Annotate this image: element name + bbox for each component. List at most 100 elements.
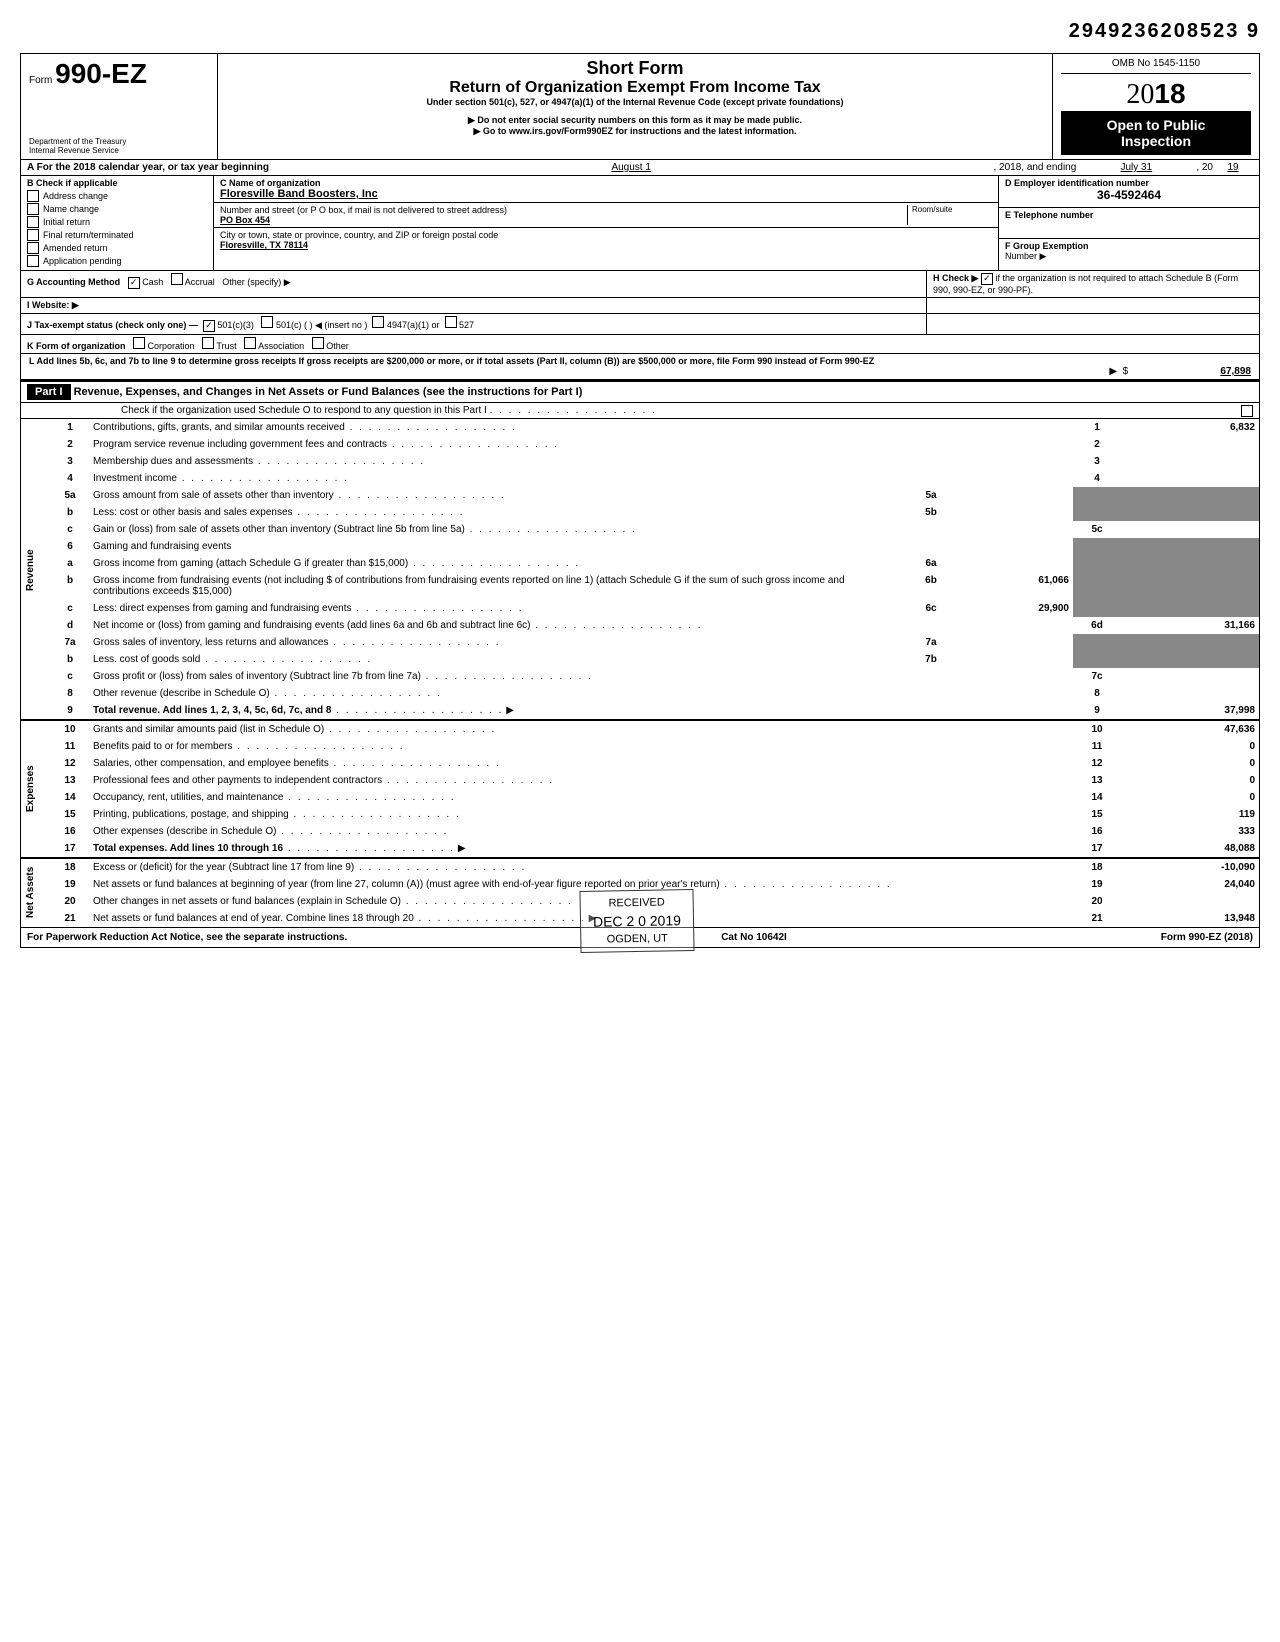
row-a-end-year-label: , 20 bbox=[1196, 162, 1213, 173]
line-6d-value[interactable]: 31,166 bbox=[1121, 617, 1259, 634]
line-21-value[interactable]: 13,948 bbox=[1121, 910, 1259, 927]
row-a-tax-year: A For the 2018 calendar year, or tax yea… bbox=[21, 160, 1259, 176]
line-17-value[interactable]: 48,088 bbox=[1121, 840, 1259, 858]
line-5c-value[interactable] bbox=[1121, 521, 1259, 538]
cb-527[interactable] bbox=[445, 316, 457, 328]
line-4-value[interactable] bbox=[1121, 470, 1259, 487]
line-7b-subval[interactable] bbox=[955, 651, 1073, 668]
cb-accrual[interactable] bbox=[171, 273, 183, 285]
org-name-input[interactable]: Floresville Band Boosters, Inc bbox=[220, 188, 992, 200]
line-21-num: 21 bbox=[51, 910, 89, 927]
cb-label-amended: Amended return bbox=[43, 243, 108, 253]
short-form-title: Short Form bbox=[226, 58, 1044, 79]
row-k: K Form of organization Corporation Trust… bbox=[21, 335, 1259, 354]
line-4-num: 4 bbox=[51, 470, 89, 487]
row-j: J Tax-exempt status (check only one) — ✓… bbox=[21, 314, 1259, 335]
line-6a-subval[interactable] bbox=[955, 555, 1073, 572]
line-18-value[interactable]: -10,090 bbox=[1121, 858, 1259, 876]
form-header: Form 990-EZ Department of the Treasury I… bbox=[21, 54, 1259, 160]
footer-right: Form 990-EZ (2018) bbox=[1161, 932, 1253, 943]
line-5b-subval[interactable] bbox=[955, 504, 1073, 521]
line-9-value[interactable]: 37,998 bbox=[1121, 702, 1259, 720]
line-13-value[interactable]: 0 bbox=[1121, 772, 1259, 789]
line-7a-desc: Gross sales of inventory, less returns a… bbox=[93, 637, 328, 648]
line-7a-subval[interactable] bbox=[955, 634, 1073, 651]
line-2-value[interactable] bbox=[1121, 436, 1259, 453]
line-14-value[interactable]: 0 bbox=[1121, 789, 1259, 806]
line-11-desc: Benefits paid to or for members bbox=[93, 741, 233, 752]
line-6b-subval[interactable]: 61,066 bbox=[955, 572, 1073, 600]
cb-application-pending[interactable] bbox=[27, 255, 39, 267]
line-12-value[interactable]: 0 bbox=[1121, 755, 1259, 772]
part-1-header: Part I Revenue, Expenses, and Changes in… bbox=[21, 380, 1259, 403]
cb-cash[interactable]: ✓ bbox=[128, 277, 140, 289]
line-12-desc: Salaries, other compensation, and employ… bbox=[93, 758, 329, 769]
cb-trust[interactable] bbox=[202, 337, 214, 349]
cb-schedule-b[interactable]: ✓ bbox=[981, 273, 993, 285]
cb-corporation[interactable] bbox=[133, 337, 145, 349]
dept-irs: Internal Revenue Service bbox=[29, 146, 209, 155]
line-5b-desc: Less: cost or other basis and sales expe… bbox=[93, 507, 293, 518]
l-arrow bbox=[1109, 366, 1117, 377]
line-6c-subval[interactable]: 29,900 bbox=[955, 600, 1073, 617]
cb-4947[interactable] bbox=[372, 316, 384, 328]
line-7c-num: c bbox=[51, 668, 89, 685]
row-a-begin[interactable]: August 1 bbox=[269, 162, 994, 173]
line-8-desc: Other revenue (describe in Schedule O) bbox=[93, 688, 270, 699]
line-16-desc: Other expenses (describe in Schedule O) bbox=[93, 826, 276, 837]
part-1-check-row: Check if the organization used Schedule … bbox=[21, 403, 1259, 419]
return-title: Return of Organization Exempt From Incom… bbox=[226, 79, 1044, 97]
line-8-value[interactable] bbox=[1121, 685, 1259, 702]
form-label: Form bbox=[29, 75, 52, 86]
line-10-value[interactable]: 47,636 bbox=[1121, 720, 1259, 738]
line-19-value[interactable]: 24,040 bbox=[1121, 876, 1259, 893]
cb-501c[interactable] bbox=[261, 316, 273, 328]
line-3-value[interactable] bbox=[1121, 453, 1259, 470]
row-a-end-year[interactable]: 19 bbox=[1213, 162, 1253, 173]
cb-501c3[interactable]: ✓ bbox=[203, 320, 215, 332]
line-21-desc: Net assets or fund balances at end of ye… bbox=[93, 913, 414, 924]
cb-final-return[interactable] bbox=[27, 229, 39, 241]
line-7a-sub: 7a bbox=[907, 634, 955, 651]
k-other-label: Other bbox=[326, 341, 349, 351]
f-label2: Number ▶ bbox=[1005, 251, 1253, 262]
row-i: I Website: ▶ bbox=[21, 298, 1259, 314]
line-13-mainnum: 13 bbox=[1073, 772, 1121, 789]
line-1-value[interactable]: 6,832 bbox=[1121, 419, 1259, 436]
cb-schedule-o[interactable] bbox=[1241, 405, 1253, 417]
line-6b-shaded-val bbox=[1121, 572, 1259, 600]
expenses-side-label: Expenses bbox=[21, 720, 51, 858]
goto-link: ▶ Go to www.irs.gov/Form990EZ for instru… bbox=[226, 126, 1044, 137]
line-5b-shaded-val bbox=[1121, 504, 1259, 521]
line-5a-subval[interactable] bbox=[955, 487, 1073, 504]
cb-other-org[interactable] bbox=[312, 337, 324, 349]
row-a-end-month[interactable]: July 31 bbox=[1076, 162, 1196, 173]
l-value[interactable]: 67,898 bbox=[1131, 366, 1251, 377]
c-label: C Name of organization bbox=[220, 178, 992, 188]
line-11-value[interactable]: 0 bbox=[1121, 738, 1259, 755]
line-7c-value[interactable] bbox=[1121, 668, 1259, 685]
line-2-mainnum: 2 bbox=[1073, 436, 1121, 453]
cb-initial-return[interactable] bbox=[27, 216, 39, 228]
line-14-desc: Occupancy, rent, utilities, and maintena… bbox=[93, 792, 283, 803]
cb-address-change[interactable] bbox=[27, 190, 39, 202]
form-number: 990-EZ bbox=[55, 58, 147, 89]
line-20-value[interactable] bbox=[1121, 893, 1259, 910]
cb-name-change[interactable] bbox=[27, 203, 39, 215]
line-10-desc: Grants and similar amounts paid (list in… bbox=[93, 724, 324, 735]
cb-label-address: Address change bbox=[43, 191, 108, 201]
line-6a-sub: 6a bbox=[907, 555, 955, 572]
city-input[interactable]: Floresville, TX 78114 bbox=[220, 240, 992, 250]
d-label: D Employer identification number bbox=[1005, 178, 1253, 188]
cb-association[interactable] bbox=[244, 337, 256, 349]
j-4947-label: 4947(a)(1) or bbox=[387, 320, 440, 330]
line-7a-shaded bbox=[1073, 634, 1121, 651]
cb-amended-return[interactable] bbox=[27, 242, 39, 254]
k-trust-label: Trust bbox=[216, 341, 236, 351]
line-15-value[interactable]: 119 bbox=[1121, 806, 1259, 823]
section-b-checkboxes: B Check if applicable Address change Nam… bbox=[21, 176, 214, 270]
g-label: G Accounting Method bbox=[27, 277, 120, 287]
street-input[interactable]: PO Box 454 bbox=[220, 215, 907, 225]
line-16-value[interactable]: 333 bbox=[1121, 823, 1259, 840]
ein-value[interactable]: 36-4592464 bbox=[1005, 188, 1253, 202]
